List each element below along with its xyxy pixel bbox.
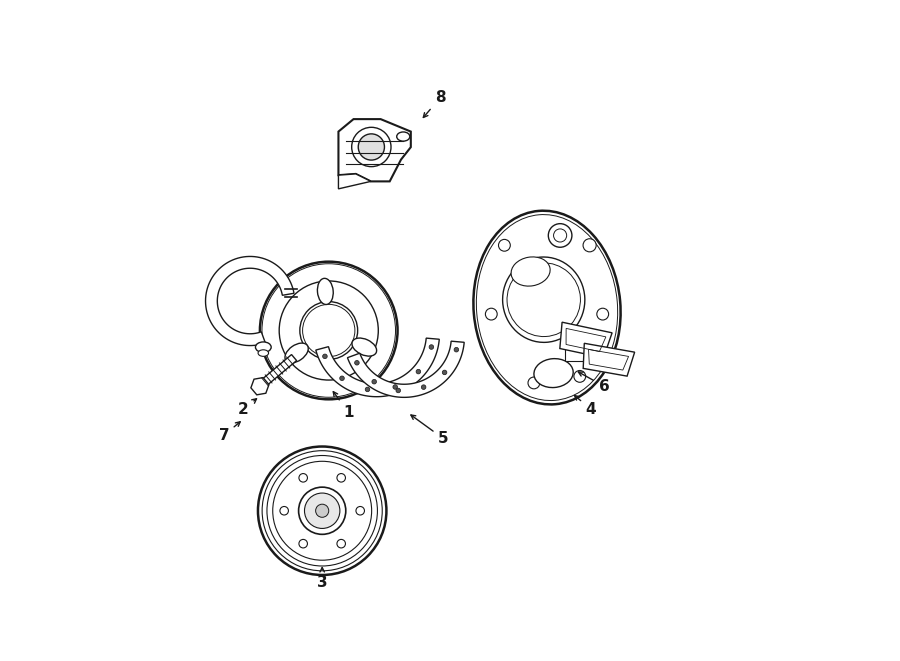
Polygon shape xyxy=(338,174,371,189)
Polygon shape xyxy=(316,338,439,397)
Ellipse shape xyxy=(352,128,391,167)
Circle shape xyxy=(365,387,370,392)
Circle shape xyxy=(299,539,308,548)
Circle shape xyxy=(299,473,308,482)
Circle shape xyxy=(337,473,346,482)
Ellipse shape xyxy=(258,350,268,356)
Ellipse shape xyxy=(511,257,550,286)
Circle shape xyxy=(429,345,434,349)
Polygon shape xyxy=(560,322,612,358)
Ellipse shape xyxy=(583,239,596,252)
Text: 1: 1 xyxy=(333,392,354,420)
Ellipse shape xyxy=(256,342,271,352)
Circle shape xyxy=(304,493,340,528)
Ellipse shape xyxy=(597,308,608,320)
Circle shape xyxy=(339,376,345,381)
Text: 2: 2 xyxy=(238,399,256,416)
Polygon shape xyxy=(347,341,464,397)
Polygon shape xyxy=(565,347,594,362)
Ellipse shape xyxy=(473,211,621,405)
Text: 3: 3 xyxy=(317,568,328,590)
Circle shape xyxy=(355,360,359,365)
Ellipse shape xyxy=(528,377,540,389)
Circle shape xyxy=(258,447,386,575)
Circle shape xyxy=(280,506,288,515)
Circle shape xyxy=(322,354,328,359)
Circle shape xyxy=(356,506,364,515)
Circle shape xyxy=(337,539,346,548)
Ellipse shape xyxy=(499,239,510,251)
Circle shape xyxy=(396,388,400,393)
Circle shape xyxy=(260,262,398,399)
Text: 5: 5 xyxy=(411,415,449,446)
Ellipse shape xyxy=(574,370,586,382)
Ellipse shape xyxy=(318,278,333,305)
Ellipse shape xyxy=(352,338,376,356)
Circle shape xyxy=(416,369,420,374)
Polygon shape xyxy=(583,343,634,376)
Ellipse shape xyxy=(285,343,309,363)
Text: 8: 8 xyxy=(423,91,446,118)
Ellipse shape xyxy=(534,359,573,387)
Ellipse shape xyxy=(548,223,572,247)
Ellipse shape xyxy=(397,132,410,141)
Circle shape xyxy=(421,385,426,389)
Circle shape xyxy=(300,301,357,360)
Circle shape xyxy=(442,370,447,375)
Circle shape xyxy=(372,379,376,384)
Ellipse shape xyxy=(502,257,585,342)
Circle shape xyxy=(316,504,328,518)
Circle shape xyxy=(299,487,346,534)
Polygon shape xyxy=(257,354,297,389)
Polygon shape xyxy=(251,377,269,395)
Polygon shape xyxy=(338,119,410,181)
Circle shape xyxy=(393,385,398,389)
Ellipse shape xyxy=(485,308,497,320)
Text: 7: 7 xyxy=(219,422,240,443)
Ellipse shape xyxy=(358,134,384,160)
Circle shape xyxy=(454,348,459,352)
Text: 6: 6 xyxy=(579,372,609,394)
Text: 4: 4 xyxy=(574,395,596,416)
Polygon shape xyxy=(205,256,294,346)
